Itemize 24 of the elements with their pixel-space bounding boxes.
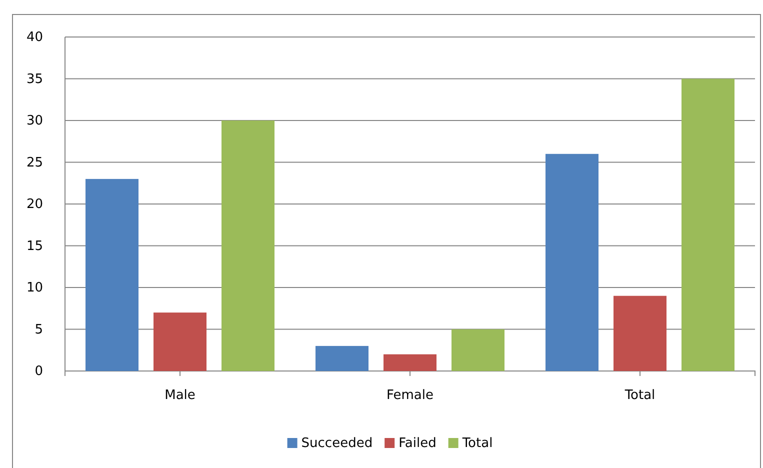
bar [452, 329, 504, 371]
bar [614, 296, 666, 371]
x-tick-label: Female [386, 388, 434, 404]
bar [384, 354, 436, 371]
bar [154, 312, 206, 371]
x-tick-label: Male [164, 388, 196, 404]
y-tick-label: 0 [34, 364, 43, 380]
bar [86, 178, 138, 371]
bar [222, 120, 274, 371]
legend-label: Succeeded [301, 436, 373, 451]
bar [682, 78, 734, 371]
y-tick-label: 35 [26, 72, 43, 87]
y-tick-label: 25 [26, 155, 43, 170]
bar [546, 154, 598, 371]
x-tick-label: Total [624, 388, 656, 404]
y-tick-label: 20 [26, 197, 43, 212]
y-tick-label: 15 [26, 238, 43, 254]
y-tick-label: 5 [34, 322, 43, 338]
y-tick-label: 40 [26, 30, 43, 46]
y-tick-label: 30 [26, 114, 43, 129]
bar [316, 346, 368, 371]
y-tick-label: 10 [26, 280, 43, 296]
legend-label: Failed [398, 436, 436, 451]
legend-label: Total [461, 436, 493, 451]
